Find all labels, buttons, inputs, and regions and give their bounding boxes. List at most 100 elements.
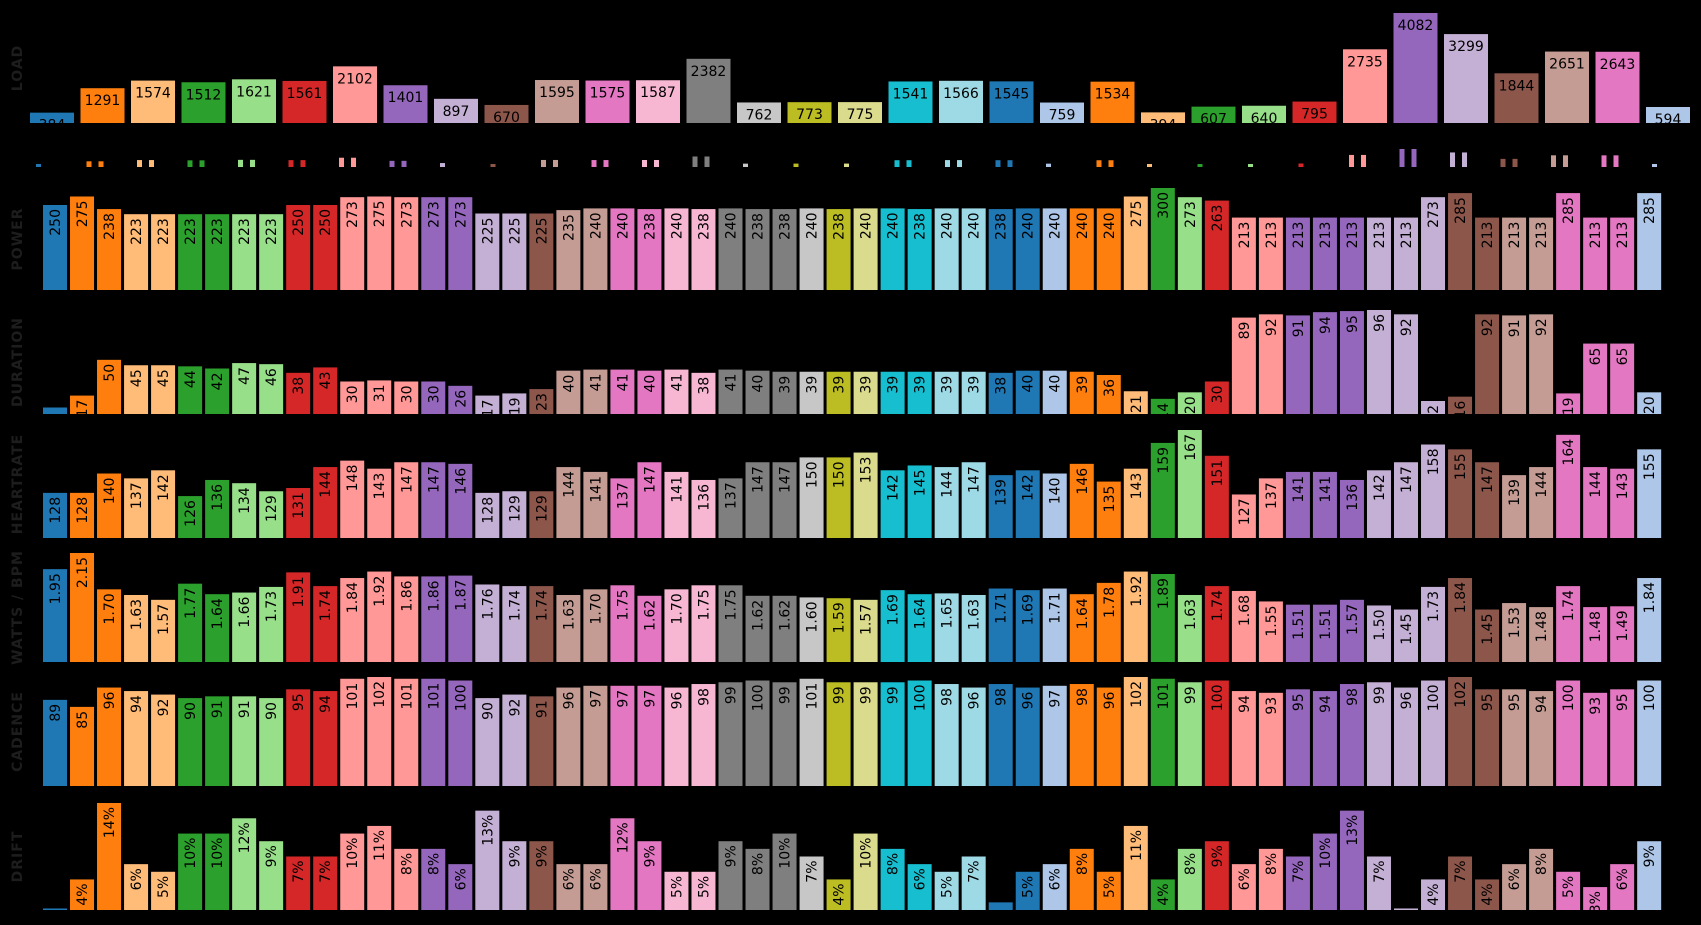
watts-bpm-bar: [1502, 603, 1527, 662]
power-bar: [340, 197, 365, 290]
heartrate-value-label: 155: [1453, 453, 1469, 480]
mini-mark: [1613, 155, 1619, 167]
load-value-label: 795: [1301, 107, 1328, 123]
mini-mark: [149, 160, 154, 167]
cadence-bar: [421, 678, 446, 786]
heartrate-value-label: 126: [183, 500, 199, 527]
watts-bpm-bar: [1069, 594, 1094, 662]
power-value-label: 275: [1129, 201, 1145, 228]
power-bar: [772, 209, 797, 290]
duration-bar: [1556, 393, 1581, 414]
heartrate-bar: [772, 462, 797, 538]
watts-bpm-value-label: 1.78: [1102, 587, 1118, 618]
drift-bar: [1556, 871, 1581, 910]
cadence-bar: [124, 691, 149, 786]
drift-bar: [556, 864, 581, 910]
duration-bar: [394, 381, 419, 414]
power-value-label: 273: [1426, 201, 1442, 228]
watts-bpm-bar: [799, 597, 824, 662]
load-value-label: 1587: [640, 85, 676, 101]
power-bar: [1015, 208, 1040, 290]
duration-bar: [259, 364, 284, 414]
cadence-bar: [205, 696, 230, 786]
cadence-value-label: 99: [832, 686, 848, 704]
power-bar: [1042, 208, 1067, 290]
watts-bpm-bar: [691, 585, 716, 662]
watts-bpm-bar: [340, 578, 365, 662]
drift-value-label: 6%: [913, 868, 929, 890]
mini-mark: [654, 160, 659, 167]
cadence-value-label: 85: [75, 711, 91, 729]
duration-value-label: 42: [210, 373, 226, 391]
drift-bar: [1394, 908, 1418, 910]
cadence-bar: [583, 685, 608, 786]
watts-bpm-value-label: 2.15: [75, 557, 91, 588]
watts-bpm-bar: [1231, 590, 1256, 662]
heartrate-bar: [1421, 444, 1446, 538]
power-bar: [1339, 217, 1364, 290]
drift-bar: [178, 833, 203, 910]
watts-bpm-value-label: 1.69: [1021, 594, 1037, 625]
load-bar: [1545, 51, 1589, 123]
power-bar: [1637, 193, 1662, 290]
cadence-value-label: 100: [1642, 685, 1658, 712]
cadence-bar: [502, 694, 527, 786]
cadence-value-label: 94: [1534, 695, 1550, 713]
heartrate-value-label: 137: [129, 482, 145, 509]
load-bar: [686, 58, 731, 123]
duration-bar: [1394, 314, 1418, 414]
power-bar: [1394, 217, 1418, 290]
power-value-label: 263: [1210, 205, 1226, 232]
power-value-label: 213: [1615, 222, 1631, 249]
power-bar: [313, 205, 338, 290]
drift-value-label: 11%: [1129, 830, 1145, 861]
watts-bpm-value-label: 1.77: [183, 588, 199, 619]
watts-bpm-value-label: 1.64: [913, 598, 929, 629]
cadence-value-label: 95: [291, 693, 307, 711]
power-value-label: 285: [1561, 197, 1577, 224]
duration-bar: [772, 371, 797, 414]
drift-bar: [1421, 879, 1446, 910]
duration-value-label: 44: [183, 370, 199, 388]
watts-bpm-value-label: 1.62: [751, 600, 767, 631]
watts-bpm-bar: [1556, 586, 1581, 662]
heartrate-value-label: 141: [1318, 476, 1334, 503]
power-bar: [124, 214, 149, 290]
duration-value-label: 40: [751, 375, 767, 393]
duration-bar: [43, 407, 67, 414]
duration-bar: [1015, 370, 1040, 414]
duration-value-label: 20: [1642, 396, 1658, 414]
load-bar: [484, 104, 529, 123]
cadence-value-label: 90: [264, 702, 280, 720]
watts-bpm-bar: [583, 589, 608, 662]
power-bar: [1123, 196, 1148, 290]
drift-value-label: 9%: [642, 845, 658, 867]
power-value-label: 213: [1507, 222, 1523, 249]
watts-bpm-value-label: 1.45: [1399, 614, 1415, 645]
drift-bar: [340, 833, 365, 910]
watts-bpm-bar: [1637, 578, 1662, 662]
watts-bpm-value-label: 1.71: [994, 593, 1010, 624]
watts-bpm-bar: [502, 586, 527, 662]
panel-drift: 4% 14% 6% 5% 10% 10% 12% 9% 7% 7% 10% 11% 8% 8% 6% 13% 9…: [10, 803, 1662, 913]
power-bar: [610, 208, 635, 290]
watts-bpm-value-label: 1.74: [1561, 590, 1577, 621]
heartrate-bar: [1339, 479, 1364, 538]
watts-bpm-value-label: 1.51: [1291, 609, 1307, 640]
duration-value-label: 91: [1291, 319, 1307, 337]
mini-mark: [603, 160, 609, 167]
power-bar: [853, 208, 878, 290]
cadence-value-label: 96: [102, 691, 118, 709]
power-bar: [1258, 217, 1283, 290]
heartrate-value-label: 147: [778, 466, 794, 493]
cadence-bar: [1312, 691, 1337, 786]
watts-bpm-value-label: 1.68: [1237, 595, 1253, 626]
watts-bpm-value-label: 1.75: [696, 589, 712, 620]
drift-value-label: 8%: [1183, 853, 1199, 875]
drift-bar: [826, 879, 851, 910]
power-value-label: 213: [1237, 222, 1253, 249]
watts-bpm-value-label: 1.63: [1183, 599, 1199, 630]
power-bar: [1502, 217, 1527, 290]
heartrate-bar: [151, 470, 176, 538]
load-bar: [838, 102, 882, 123]
